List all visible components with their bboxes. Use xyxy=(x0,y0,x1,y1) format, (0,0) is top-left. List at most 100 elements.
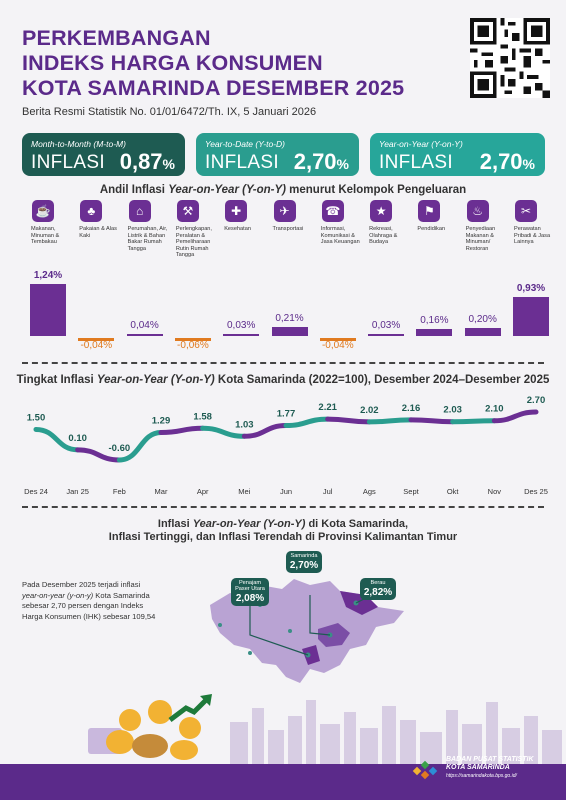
release-number: Berita Resmi Statistik No. 01/01/6472/Th… xyxy=(22,106,317,118)
pin-berau-name: Berau xyxy=(370,580,386,586)
card-ytd-value: 2,70% xyxy=(294,149,349,175)
trend-title-italic: Year-on-Year (Y-on-Y) xyxy=(96,374,215,386)
section-divider-2 xyxy=(22,506,544,508)
title-line-1: PERKEMBANGAN xyxy=(22,26,211,50)
card-yoy-label: INFLASI xyxy=(379,152,453,173)
bar-value-label: 1,24% xyxy=(33,270,63,281)
x-tick-label: Feb xyxy=(113,487,126,496)
card-ytd-unit: % xyxy=(336,156,349,172)
bps-name: BADAN PUSAT STATISTIK KOTA SAMARINDA htt… xyxy=(446,756,534,780)
x-tick-label: Jul xyxy=(323,487,333,496)
trend-point-label: 2.02 xyxy=(360,405,379,416)
map-title-post: di Kota Samarinda, xyxy=(305,518,409,530)
trend-point-label: 0.10 xyxy=(68,433,87,444)
x-tick-label: Des 24 xyxy=(24,487,48,496)
section-divider xyxy=(22,362,544,364)
pointer-ppu xyxy=(249,605,309,656)
map-title-pre: Inflasi xyxy=(157,518,193,530)
trend-point-label: 1.58 xyxy=(193,411,212,422)
summary-italic: year-on-year (y-on-y) xyxy=(22,590,94,600)
x-tick-label: Jun xyxy=(280,487,292,496)
pointer-samarinda xyxy=(309,595,331,636)
contribution-bar xyxy=(368,333,405,336)
samarinda-region xyxy=(318,623,350,647)
restaurant-icon: ♨ xyxy=(466,200,489,222)
pin-samarinda-value: 2,70% xyxy=(289,560,319,571)
phone-icon: ☎ xyxy=(321,200,344,222)
house-icon: ⌂ xyxy=(128,200,151,222)
x-tick-label: Apr xyxy=(197,487,209,496)
bps-org1: BADAN PUSAT STATISTIK xyxy=(446,756,534,763)
contribution-bar xyxy=(271,327,308,336)
card-yoy-value: 2,70% xyxy=(480,149,535,175)
bar-value-label: 0,03% xyxy=(227,319,256,331)
category-label: Kesehatan xyxy=(224,226,251,232)
trend-line-chart: 1.50 Des 24 0.10 Jan 25 -0.60 Feb 1.29 Mar 1.58 A… xyxy=(24,395,548,496)
coins-illustration xyxy=(88,694,212,760)
x-tick-label: Mei xyxy=(238,487,250,496)
pin-penajam-name: Penajam Paser Utara xyxy=(235,580,265,592)
card-mtm-caption: Month-to-Month (M-to-M) xyxy=(31,139,126,149)
bps-org2: KOTA SAMARINDA xyxy=(446,764,510,771)
contribution-bar xyxy=(126,333,163,336)
trend-line-segment xyxy=(325,416,372,425)
bps-logo xyxy=(412,760,438,780)
map-section-title: Inflasi Year-on-Year (Y-on-Y) di Kota Sa… xyxy=(0,518,566,544)
contribution-bar xyxy=(223,333,260,336)
trend-point-label: 2.16 xyxy=(402,403,421,414)
trend-point-label: 1.77 xyxy=(277,409,296,420)
bar-value-label: 0,03% xyxy=(371,319,401,331)
x-tick-label: Ags xyxy=(363,487,376,496)
category-label: Pendidikan xyxy=(417,226,446,232)
trend-line-segment xyxy=(200,425,247,439)
tools-icon: ⚒ xyxy=(176,200,199,222)
trend-line-segment xyxy=(241,423,289,439)
trend-line-segment xyxy=(158,425,206,436)
trend-point-label: 2.70 xyxy=(527,395,546,406)
trend-chart-title: Tingkat Inflasi Year-on-Year (Y-on-Y) Ko… xyxy=(0,374,566,386)
trend-point-label: 2.10 xyxy=(485,404,504,415)
runner-icon: ★ xyxy=(370,200,393,222)
card-mtm: Month-to-Month (M-to-M) INFLASI 0,87% xyxy=(22,133,185,176)
x-tick-label: Des 25 xyxy=(524,487,548,496)
qr-code-icon[interactable] xyxy=(470,18,550,98)
bps-url[interactable]: https://samarindakota.bps.go.id/ xyxy=(446,773,517,779)
x-tick-label: Jan 25 xyxy=(66,487,89,496)
bar-value-label: -0,04% xyxy=(321,340,354,351)
map-title-line-1: Inflasi Year-on-Year (Y-on-Y) di Kota Sa… xyxy=(0,518,566,531)
graduation-cap-icon: ⚑ xyxy=(418,200,441,222)
trend-line-segment xyxy=(450,418,497,425)
trend-point-label: 2.21 xyxy=(318,402,337,413)
x-tick-label: Nov xyxy=(488,487,502,496)
contribution-bar xyxy=(513,297,549,336)
card-mtm-label: INFLASI xyxy=(31,152,105,173)
trend-point-label: -0.60 xyxy=(109,443,131,454)
card-mtm-unit: % xyxy=(162,156,175,172)
title-line-3: KOTA SAMARINDA DESEMBER 2025 xyxy=(22,76,405,100)
trend-line-segment xyxy=(116,430,164,463)
page-title: PERKEMBANGAN INDEKS HARGA KONSUMEN KOTA … xyxy=(22,26,442,101)
category-label: Makanan, Minuman & Tembakau xyxy=(31,226,60,246)
category-label: Informasi, Komunikasi & Jasa Keuangan xyxy=(320,226,360,246)
pin-berau: Berau 2,82% xyxy=(360,578,396,600)
summary-text: Pada Desember 2025 terjadi inflasi year-… xyxy=(22,580,180,622)
map-title-italic: Year-on-Year (Y-on-Y) xyxy=(192,518,306,530)
bar-value-label: 0,04% xyxy=(130,319,159,331)
summary-line-4: Harga Konsumen (IHK) sebesar 109,54 xyxy=(22,611,156,621)
contribution-bar xyxy=(319,338,356,341)
bar-value-label: -0,06% xyxy=(177,340,209,351)
pin-samarinda-name: Samarinda xyxy=(290,553,318,559)
trend-title-pre: Tingkat Inflasi xyxy=(16,374,97,386)
skyline-illustration xyxy=(88,694,562,770)
category-label: Transportasi xyxy=(272,226,304,232)
card-mtm-value: 0,87% xyxy=(120,149,175,175)
card-ytd-label: INFLASI xyxy=(205,152,279,173)
trend-line-segment xyxy=(408,417,456,425)
bar-value-label: 0,21% xyxy=(275,313,304,325)
contribution-bar xyxy=(30,284,66,336)
contribution-chart-title: Andil Inflasi Year-on-Year (Y-on-Y) menu… xyxy=(0,184,566,196)
pin-penajam-value: 2,08% xyxy=(235,593,265,604)
summary-line-2: year-on-year (y-on-y) Kota Samarinda xyxy=(22,591,180,602)
card-ytd: Year-to-Date (Y-to-D) INFLASI 2,70% xyxy=(196,133,359,176)
contribution-title-italic: Year-on-Year (Y-on-Y) xyxy=(168,184,286,196)
